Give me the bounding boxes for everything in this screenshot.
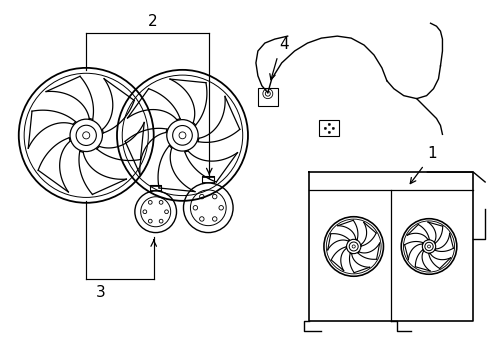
- Text: 4: 4: [279, 37, 289, 52]
- Circle shape: [327, 131, 330, 134]
- Text: 3: 3: [96, 285, 106, 300]
- Circle shape: [331, 127, 334, 130]
- Text: 1: 1: [427, 146, 436, 161]
- Circle shape: [324, 127, 326, 130]
- Circle shape: [327, 123, 330, 126]
- Text: 2: 2: [147, 14, 157, 29]
